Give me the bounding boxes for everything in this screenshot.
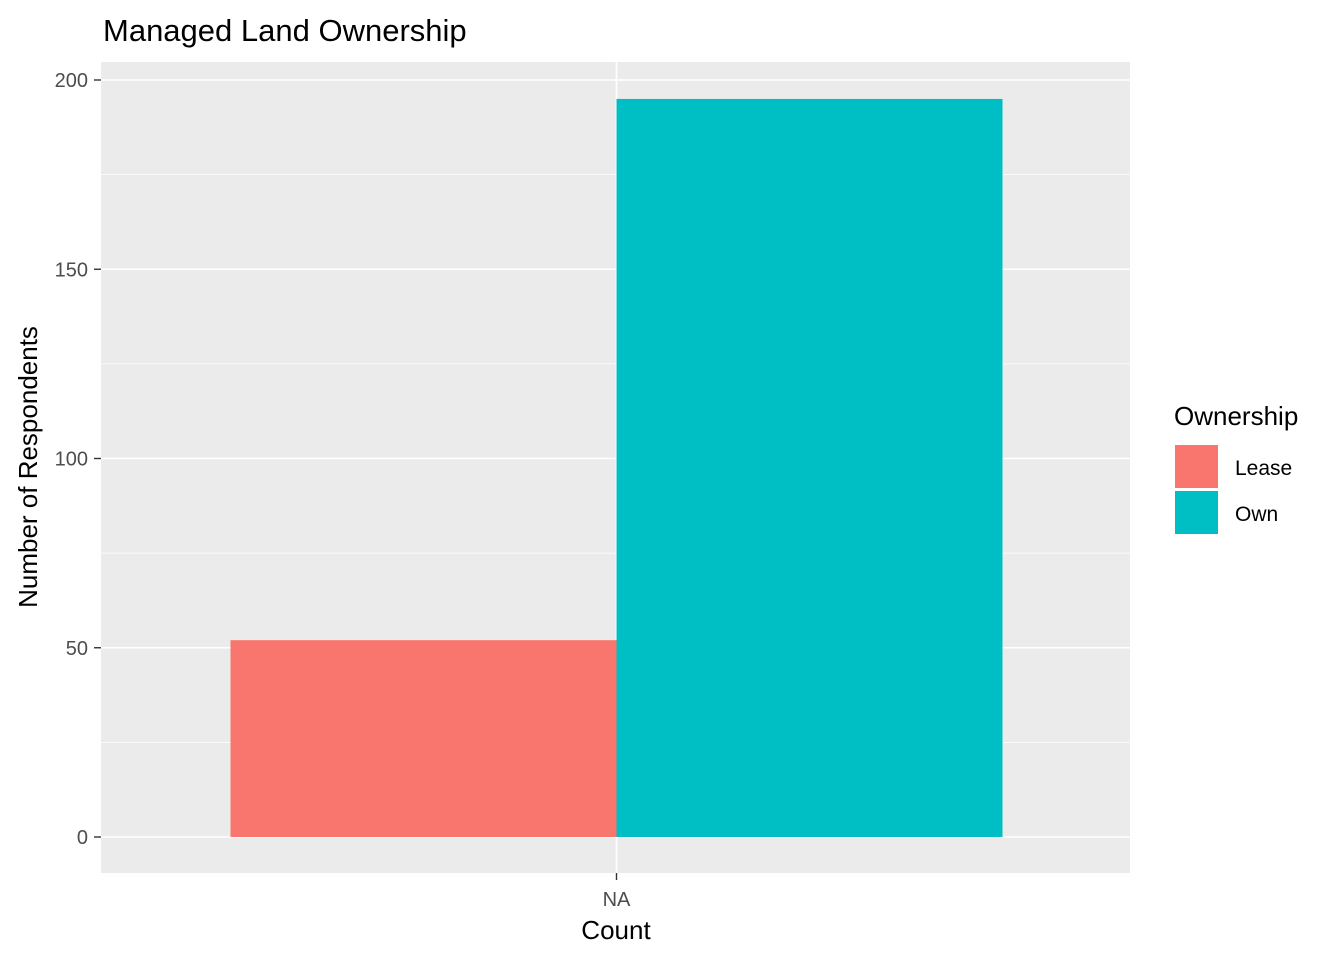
- bars: [230, 98, 1003, 838]
- chart-title: Managed Land Ownership: [103, 13, 467, 48]
- legend-key-own: [1175, 491, 1218, 534]
- x-axis-ticks: NA: [603, 873, 631, 911]
- legend-label-own: Own: [1235, 503, 1278, 526]
- bar-lease: [230, 640, 617, 837]
- y-tick-label: 100: [55, 449, 88, 471]
- x-axis-title: Count: [581, 915, 651, 945]
- y-tick-label: 150: [55, 259, 88, 281]
- legend-label-lease: Lease: [1235, 457, 1292, 480]
- legend-items: Lease Own: [1175, 445, 1292, 534]
- bar-own: [616, 98, 1003, 838]
- y-axis-ticks: 0 50 100 150 200: [55, 70, 101, 849]
- legend-title: Ownership: [1174, 401, 1298, 431]
- y-tick-label: 200: [55, 70, 88, 92]
- legend-key-lease: [1175, 445, 1218, 488]
- legend: Ownership Lease Own: [1174, 401, 1298, 534]
- y-tick-label: 0: [77, 827, 88, 849]
- y-axis-title: Number of Respondents: [13, 326, 43, 608]
- x-tick-label: NA: [603, 889, 631, 911]
- y-tick-label: 50: [66, 638, 88, 660]
